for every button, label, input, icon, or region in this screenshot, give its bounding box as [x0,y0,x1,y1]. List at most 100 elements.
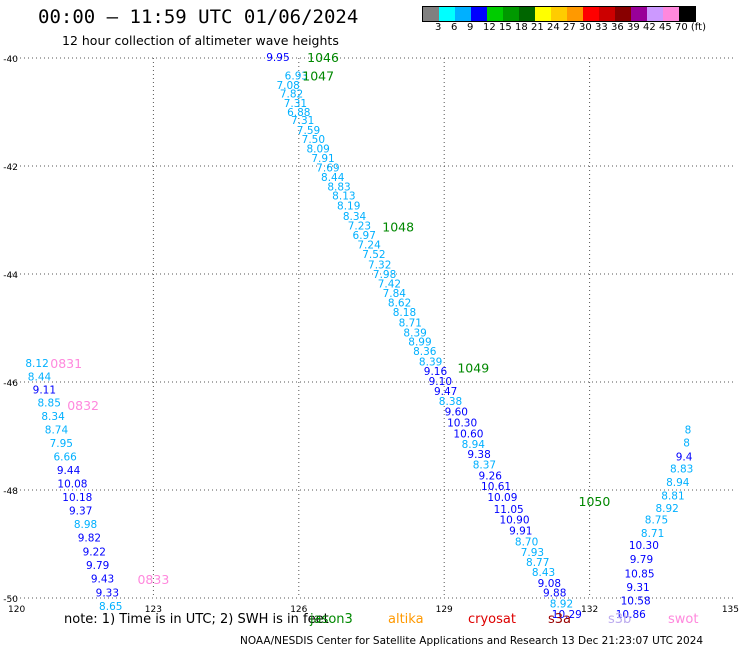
data-point-label: 9.33 [96,588,119,600]
x-tick-label: 123 [145,605,162,615]
data-point-label: 9.79 [86,560,109,572]
data-point-label: 8.62 [388,298,411,310]
legend-item-jason3: jason3 [310,612,353,627]
data-point-label: 9.38 [467,449,490,461]
legend-item-swot: swot [668,612,699,627]
data-point-label: 8.98 [74,519,97,531]
data-point-label: 10.09 [487,492,517,504]
data-point-label: 7.08 [276,80,299,92]
data-point-label: 8.34 [343,211,367,223]
colorbar-label: 27 [563,22,576,33]
legend-item-altika: altika [388,612,424,627]
legend-item-s3a: s3a [548,612,572,627]
colorbar-label: 30 [579,22,592,33]
colorbar-label: 18 [515,22,528,33]
colorbar-swatch [487,7,503,21]
pass-number-label: 1050 [579,494,611,509]
x-tick-label: 132 [581,605,598,615]
y-tick-label: -44 [3,271,18,281]
data-point-label: 8.09 [306,144,329,156]
pass-number-label: 1047 [302,68,334,83]
data-point-label: 7.91 [311,153,334,165]
data-point-label: 7.69 [316,163,339,175]
colorbar-label: 12 [483,22,496,33]
data-point-label: 7.82 [280,89,303,101]
data-point-label: 8.70 [515,536,538,548]
data-point-label: 9.91 [509,526,532,538]
data-point-label: 7.52 [362,249,385,261]
data-point-label: 8.12 [25,358,48,370]
colorbar-swatch [615,7,631,21]
data-point-label: 8.71 [641,528,664,540]
data-point-label: 8.44 [321,172,345,184]
data-point-label: 7.95 [50,438,73,450]
colorbar-swatch [679,7,695,21]
colorbar-label: 33 [595,22,608,33]
data-point-label: 10.58 [621,596,651,608]
data-point-label: 8 [683,437,690,449]
data-point-label: 10.30 [447,418,477,430]
data-point-label: 6.93 [285,70,308,82]
colorbar-label: 6 [451,22,458,33]
colorbar-swatch [519,7,535,21]
data-point-label: 7.24 [357,239,381,251]
data-point-label: 10.61 [481,481,511,493]
data-point-label: 8 [685,425,692,437]
data-point-label: 8.74 [45,425,69,437]
colorbar-label: 24 [547,22,560,33]
data-point-label: 7.98 [373,269,396,281]
data-point-label: 8.37 [473,460,496,472]
data-point-label: 7.59 [297,125,320,137]
colorbar [422,6,696,22]
colorbar-swatch [551,7,567,21]
y-tick-label: -48 [3,487,18,497]
data-point-label: 8.36 [413,346,437,358]
data-point-label: 10.90 [499,515,529,527]
data-point-label: 8.34 [41,411,65,423]
data-point-label: 7.93 [521,547,544,559]
pass-number-label: 1049 [457,360,489,375]
y-tick-label: -40 [3,55,18,65]
data-point-label: 9.37 [69,506,92,518]
data-point-label: 8.85 [38,398,61,410]
colorbar-label: 39 [627,22,640,33]
data-point-label: 9.11 [33,385,56,397]
data-point-label: 10.85 [624,569,654,581]
data-point-label: 9.47 [434,386,457,398]
data-point-label: 10.18 [62,492,92,504]
legend-item-cryosat: cryosat [468,612,516,627]
data-point-label: 10.86 [616,609,646,621]
data-point-label: 11.05 [494,504,524,516]
data-point-label: 8.92 [550,598,573,610]
colorbar-label: 3 [435,22,442,33]
data-point-label: 9.44 [57,465,81,477]
colorbar-label: 15 [499,22,512,33]
colorbar-label: 45 [659,22,672,33]
x-tick-label: 129 [436,605,453,615]
colorbar-label: 21 [531,22,544,33]
colorbar-label: 9 [467,22,474,33]
legend-item-s3b: s3b [608,612,632,627]
colorbar-swatch [567,7,583,21]
data-point-label: 6.66 [53,452,77,464]
data-point-label: 9.4 [676,452,693,464]
data-point-label: 9.16 [424,366,448,378]
colorbar-swatch [471,7,487,21]
data-point-label: 9.79 [630,554,653,566]
data-point-label: 7.31 [291,115,314,127]
data-point-label: 8.18 [393,307,416,319]
data-point-label: 9.43 [91,574,114,586]
data-point-label: 9.31 [626,582,649,594]
data-point-label: 8.19 [337,200,360,212]
data-point-label: 7.23 [348,220,371,232]
colorbar-label: 42 [643,22,656,33]
data-point-label: 8.43 [532,567,555,579]
x-tick-label: 120 [8,605,25,615]
data-point-label: 7.84 [383,288,407,300]
data-point-label: 9.08 [538,578,561,590]
data-point-label: 8.94 [462,439,486,451]
pass-number-label: 0832 [67,398,99,413]
data-point-label: 10.08 [57,479,87,491]
data-point-label: 8.71 [399,318,422,330]
data-point-label: 8.83 [670,463,693,475]
